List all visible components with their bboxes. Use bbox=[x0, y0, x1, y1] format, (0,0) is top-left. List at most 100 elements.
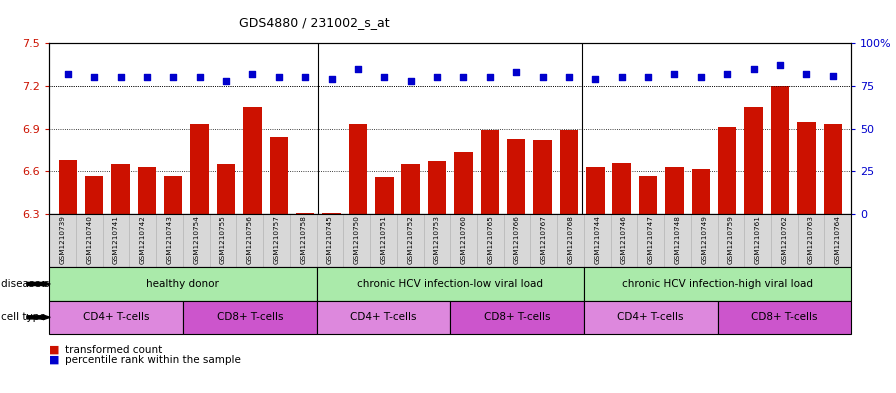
Bar bbox=[745, 107, 762, 214]
Bar bbox=[797, 121, 815, 214]
Bar bbox=[217, 164, 236, 214]
Point bbox=[377, 74, 392, 81]
Point bbox=[113, 74, 127, 81]
Bar bbox=[823, 125, 842, 214]
Text: GSM1210767: GSM1210767 bbox=[541, 215, 547, 264]
Text: cell type: cell type bbox=[1, 312, 46, 322]
Point bbox=[799, 71, 814, 77]
Point bbox=[350, 66, 365, 72]
Text: GSM1210766: GSM1210766 bbox=[514, 215, 520, 264]
Bar bbox=[665, 167, 684, 214]
Bar bbox=[243, 107, 262, 214]
Text: GSM1210764: GSM1210764 bbox=[835, 215, 840, 264]
Bar bbox=[191, 125, 209, 214]
Text: GDS4880 / 231002_s_at: GDS4880 / 231002_s_at bbox=[238, 17, 389, 29]
Text: GSM1210743: GSM1210743 bbox=[167, 215, 173, 264]
Point bbox=[615, 74, 629, 81]
Point bbox=[668, 71, 682, 77]
Text: CD4+ T-cells: CD4+ T-cells bbox=[82, 312, 150, 322]
Point bbox=[456, 74, 470, 81]
Bar bbox=[349, 125, 367, 214]
Text: GSM1210741: GSM1210741 bbox=[113, 215, 119, 264]
Point bbox=[219, 78, 233, 84]
Bar bbox=[507, 139, 525, 214]
Text: GSM1210758: GSM1210758 bbox=[300, 215, 306, 264]
Point bbox=[271, 74, 286, 81]
Bar bbox=[454, 151, 473, 214]
Text: GSM1210740: GSM1210740 bbox=[86, 215, 92, 264]
Bar bbox=[560, 130, 578, 214]
Point bbox=[694, 74, 708, 81]
Point bbox=[193, 74, 207, 81]
Text: GSM1210742: GSM1210742 bbox=[140, 215, 146, 264]
Point bbox=[562, 74, 576, 81]
Bar bbox=[401, 164, 420, 214]
Text: GSM1210760: GSM1210760 bbox=[461, 215, 467, 264]
Text: chronic HCV infection-low viral load: chronic HCV infection-low viral load bbox=[358, 279, 543, 289]
Bar bbox=[111, 164, 130, 214]
Point bbox=[430, 74, 444, 81]
Bar bbox=[771, 86, 789, 214]
Text: GSM1210759: GSM1210759 bbox=[728, 215, 734, 264]
Bar bbox=[58, 160, 77, 214]
Bar bbox=[85, 176, 103, 214]
Text: CD4+ T-cells: CD4+ T-cells bbox=[350, 312, 417, 322]
Bar bbox=[718, 127, 737, 214]
Text: GSM1210765: GSM1210765 bbox=[487, 215, 494, 264]
Text: GSM1210754: GSM1210754 bbox=[194, 215, 199, 264]
Bar bbox=[375, 177, 393, 214]
Bar bbox=[639, 176, 658, 214]
Point bbox=[825, 73, 840, 79]
Point bbox=[509, 69, 523, 75]
Text: GSM1210768: GSM1210768 bbox=[567, 215, 573, 264]
Bar bbox=[164, 176, 183, 214]
Point bbox=[246, 71, 260, 77]
Text: CD4+ T-cells: CD4+ T-cells bbox=[617, 312, 684, 322]
Text: GSM1210749: GSM1210749 bbox=[702, 215, 707, 264]
Point bbox=[536, 74, 550, 81]
Point bbox=[324, 76, 339, 82]
Text: transformed count: transformed count bbox=[65, 345, 163, 355]
Text: GSM1210762: GSM1210762 bbox=[781, 215, 788, 264]
Point bbox=[641, 74, 655, 81]
Text: GSM1210744: GSM1210744 bbox=[594, 215, 600, 264]
Bar bbox=[296, 213, 314, 214]
Point bbox=[746, 66, 761, 72]
Text: GSM1210739: GSM1210739 bbox=[60, 215, 65, 264]
Point bbox=[720, 71, 735, 77]
Text: CD8+ T-cells: CD8+ T-cells bbox=[217, 312, 283, 322]
Text: GSM1210750: GSM1210750 bbox=[354, 215, 359, 264]
Text: GSM1210761: GSM1210761 bbox=[754, 215, 761, 264]
Bar bbox=[270, 137, 288, 214]
Text: disease state: disease state bbox=[1, 279, 71, 289]
Text: GSM1210757: GSM1210757 bbox=[273, 215, 280, 264]
Text: GSM1210748: GSM1210748 bbox=[675, 215, 680, 264]
Bar bbox=[533, 140, 552, 214]
Bar bbox=[427, 162, 446, 214]
Point bbox=[483, 74, 497, 81]
Bar bbox=[138, 167, 156, 214]
Text: ■: ■ bbox=[49, 354, 64, 365]
Text: GSM1210746: GSM1210746 bbox=[621, 215, 627, 264]
Text: GSM1210753: GSM1210753 bbox=[434, 215, 440, 264]
Point bbox=[298, 74, 313, 81]
Text: GSM1210755: GSM1210755 bbox=[220, 215, 226, 264]
Point bbox=[166, 74, 180, 81]
Text: GSM1210763: GSM1210763 bbox=[808, 215, 814, 264]
Point bbox=[588, 76, 602, 82]
Text: CD8+ T-cells: CD8+ T-cells bbox=[484, 312, 550, 322]
Text: ■: ■ bbox=[49, 345, 64, 355]
Point bbox=[87, 74, 101, 81]
Text: GSM1210752: GSM1210752 bbox=[407, 215, 413, 264]
Text: chronic HCV infection-high viral load: chronic HCV infection-high viral load bbox=[622, 279, 813, 289]
Text: CD8+ T-cells: CD8+ T-cells bbox=[751, 312, 818, 322]
Bar bbox=[323, 213, 340, 214]
Bar bbox=[586, 167, 605, 214]
Point bbox=[773, 62, 788, 69]
Text: percentile rank within the sample: percentile rank within the sample bbox=[65, 354, 241, 365]
Text: GSM1210747: GSM1210747 bbox=[648, 215, 654, 264]
Text: GSM1210756: GSM1210756 bbox=[246, 215, 253, 264]
Point bbox=[140, 74, 154, 81]
Point bbox=[61, 71, 75, 77]
Text: GSM1210751: GSM1210751 bbox=[381, 215, 386, 264]
